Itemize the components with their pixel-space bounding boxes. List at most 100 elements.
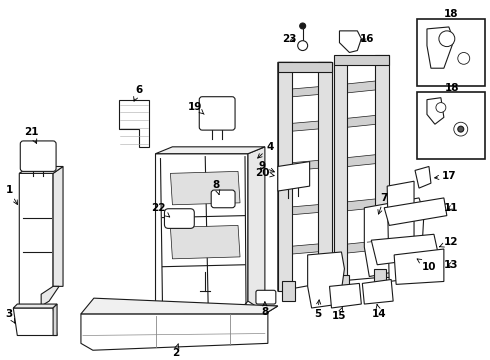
Polygon shape — [387, 181, 414, 282]
Polygon shape — [19, 166, 63, 174]
Polygon shape — [338, 198, 386, 212]
Polygon shape — [282, 159, 327, 171]
Polygon shape — [278, 62, 332, 72]
Text: 22: 22 — [151, 203, 170, 217]
Text: 21: 21 — [24, 127, 39, 144]
Polygon shape — [41, 286, 59, 306]
Circle shape — [458, 126, 464, 132]
Bar — [417, 19, 485, 86]
Polygon shape — [338, 80, 386, 94]
FancyBboxPatch shape — [256, 290, 276, 304]
Polygon shape — [248, 147, 265, 312]
Polygon shape — [282, 282, 294, 301]
Polygon shape — [365, 198, 424, 276]
Polygon shape — [13, 304, 57, 308]
Text: 8: 8 — [261, 302, 269, 317]
Text: 13: 13 — [443, 260, 458, 270]
Polygon shape — [371, 234, 439, 265]
FancyBboxPatch shape — [211, 190, 235, 208]
Polygon shape — [278, 162, 310, 191]
Circle shape — [392, 247, 396, 251]
Text: 16: 16 — [360, 34, 374, 44]
Polygon shape — [13, 308, 57, 336]
Circle shape — [395, 209, 403, 217]
Polygon shape — [282, 86, 327, 98]
Polygon shape — [308, 252, 344, 308]
Circle shape — [409, 242, 419, 252]
Text: 18: 18 — [444, 83, 459, 93]
Polygon shape — [318, 62, 332, 282]
Circle shape — [416, 264, 422, 270]
Text: 20: 20 — [255, 168, 274, 178]
Polygon shape — [278, 62, 292, 291]
Text: 12: 12 — [440, 237, 458, 247]
Polygon shape — [119, 100, 148, 147]
FancyBboxPatch shape — [165, 209, 195, 228]
Polygon shape — [384, 198, 447, 225]
Text: 2: 2 — [172, 344, 179, 358]
Circle shape — [389, 244, 399, 254]
Polygon shape — [427, 98, 444, 124]
Text: 7: 7 — [378, 193, 388, 214]
FancyBboxPatch shape — [199, 97, 235, 130]
Bar — [417, 92, 485, 159]
Polygon shape — [427, 27, 454, 68]
Polygon shape — [415, 166, 431, 188]
Text: 14: 14 — [372, 305, 387, 319]
Circle shape — [458, 53, 470, 64]
Polygon shape — [375, 55, 389, 276]
Polygon shape — [338, 114, 386, 128]
Text: 9: 9 — [258, 162, 274, 172]
FancyBboxPatch shape — [20, 141, 56, 171]
Polygon shape — [81, 306, 278, 350]
Circle shape — [412, 245, 416, 249]
Polygon shape — [338, 275, 349, 294]
Text: 17: 17 — [435, 171, 456, 181]
Polygon shape — [282, 120, 327, 132]
Polygon shape — [335, 55, 389, 65]
Polygon shape — [340, 31, 361, 53]
Text: 5: 5 — [314, 300, 321, 319]
Circle shape — [454, 122, 468, 136]
Text: 15: 15 — [332, 307, 347, 321]
Text: 19: 19 — [188, 102, 204, 114]
Text: 10: 10 — [417, 259, 436, 272]
Circle shape — [435, 204, 443, 212]
Text: 6: 6 — [134, 85, 142, 101]
Text: 18: 18 — [443, 9, 458, 19]
Polygon shape — [374, 269, 386, 288]
Polygon shape — [282, 204, 327, 216]
Polygon shape — [338, 154, 386, 167]
Polygon shape — [171, 171, 240, 205]
Polygon shape — [19, 174, 53, 306]
Circle shape — [372, 288, 380, 296]
Text: 23: 23 — [283, 34, 297, 44]
Polygon shape — [329, 283, 361, 308]
Polygon shape — [362, 279, 393, 304]
Polygon shape — [155, 147, 265, 154]
Text: 1: 1 — [6, 185, 18, 204]
Polygon shape — [282, 243, 327, 255]
Polygon shape — [278, 62, 332, 291]
Circle shape — [436, 103, 446, 112]
Circle shape — [411, 259, 427, 275]
Text: 4: 4 — [258, 142, 273, 158]
Polygon shape — [394, 249, 444, 284]
Circle shape — [345, 36, 355, 46]
Polygon shape — [155, 154, 248, 324]
Polygon shape — [53, 304, 57, 336]
Text: 11: 11 — [443, 203, 458, 213]
Circle shape — [415, 206, 423, 213]
Circle shape — [418, 174, 426, 182]
Text: 8: 8 — [213, 180, 220, 194]
Polygon shape — [335, 55, 389, 282]
Polygon shape — [171, 225, 240, 259]
Circle shape — [298, 41, 308, 50]
Polygon shape — [81, 298, 278, 314]
Circle shape — [439, 31, 455, 46]
Polygon shape — [318, 275, 329, 294]
Polygon shape — [338, 240, 386, 254]
Text: 3: 3 — [6, 309, 15, 323]
Polygon shape — [335, 62, 347, 282]
Polygon shape — [53, 166, 63, 286]
